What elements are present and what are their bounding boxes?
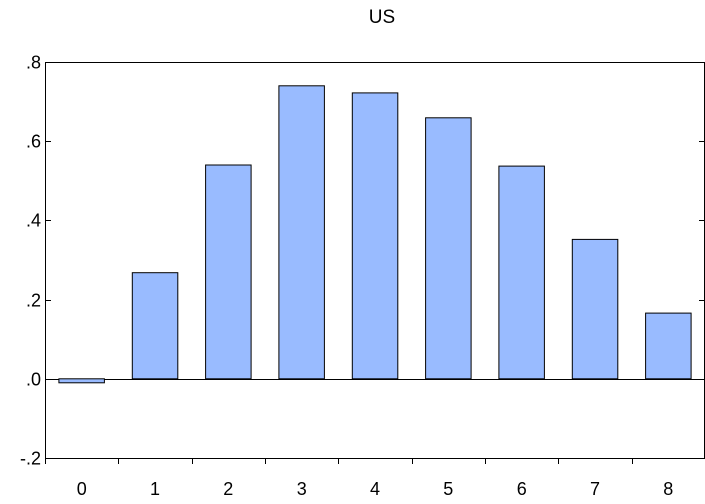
bar-8	[645, 312, 692, 380]
bar-7	[571, 238, 619, 380]
bars	[58, 85, 692, 384]
y-tick-label: .6	[26, 132, 41, 152]
x-tick-label: 6	[517, 479, 527, 499]
chart-title: US	[369, 7, 395, 28]
y-tick-label: .4	[26, 211, 41, 231]
y-axis-ticks: -.2 .0 .2 .4 .6 .8	[20, 53, 705, 469]
bar-5	[425, 117, 472, 380]
bar-1	[131, 272, 179, 380]
bar-2	[205, 164, 252, 380]
y-tick-label: .0	[26, 370, 41, 390]
bar-6	[498, 165, 545, 380]
x-tick-label: 8	[663, 479, 673, 499]
x-tick-label: 2	[223, 479, 233, 499]
x-axis-ticks: 0 1 2 3 4 5 6 7 8	[45, 458, 673, 499]
x-tick-label: 5	[443, 479, 453, 499]
bar-0	[58, 378, 105, 384]
bar-3	[278, 85, 325, 380]
x-tick-label: 3	[297, 479, 307, 499]
x-tick-label: 7	[590, 479, 600, 499]
y-tick-label: .2	[26, 291, 41, 311]
x-tick-label: 0	[77, 479, 87, 499]
y-tick-label: -.2	[20, 449, 41, 469]
x-tick-label: 4	[370, 479, 380, 499]
y-tick-label: .8	[26, 53, 41, 73]
bar-4	[351, 92, 399, 380]
x-tick-label: 1	[150, 479, 160, 499]
